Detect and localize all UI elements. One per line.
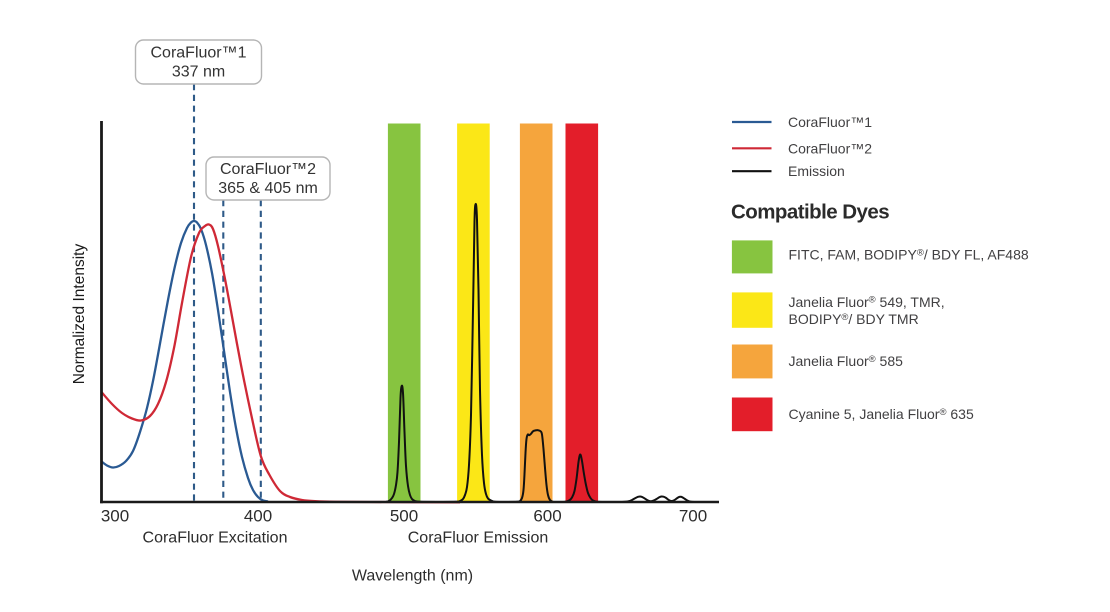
svg-text:500: 500 — [390, 507, 418, 526]
svg-text:Janelia Fluor® 549, TMR,: Janelia Fluor® 549, TMR, — [789, 294, 945, 310]
svg-text:600: 600 — [533, 507, 561, 526]
svg-text:Wavelength (nm): Wavelength (nm) — [352, 568, 473, 585]
svg-text:CoraFluor™1: CoraFluor™1 — [150, 45, 246, 62]
svg-text:400: 400 — [244, 507, 272, 526]
svg-text:Emission: Emission — [788, 163, 845, 179]
svg-text:Cyanine 5, Janelia Fluor® 635: Cyanine 5, Janelia Fluor® 635 — [789, 406, 974, 422]
svg-text:Compatible Dyes: Compatible Dyes — [731, 201, 889, 224]
svg-text:700: 700 — [679, 507, 707, 526]
svg-text:Normalized Intensity: Normalized Intensity — [71, 244, 88, 385]
svg-text:FITC, FAM, BODIPY®/ BDY FL, AF: FITC, FAM, BODIPY®/ BDY FL, AF488 — [789, 247, 1029, 263]
svg-text:CoraFluor Excitation: CoraFluor Excitation — [143, 530, 288, 547]
svg-text:BODIPY®/ BDY TMR: BODIPY®/ BDY TMR — [789, 311, 919, 327]
svg-text:CoraFluor™2: CoraFluor™2 — [220, 161, 316, 178]
svg-text:CoraFluor™2: CoraFluor™2 — [788, 140, 872, 156]
svg-text:CoraFluor Emission: CoraFluor Emission — [408, 530, 548, 547]
svg-text:CoraFluor™1: CoraFluor™1 — [788, 114, 872, 130]
svg-text:Janelia Fluor® 585: Janelia Fluor® 585 — [789, 353, 904, 369]
svg-text:365 & 405 nm: 365 & 405 nm — [218, 180, 318, 197]
svg-text:300: 300 — [101, 507, 129, 526]
svg-text:337 nm: 337 nm — [172, 64, 225, 81]
